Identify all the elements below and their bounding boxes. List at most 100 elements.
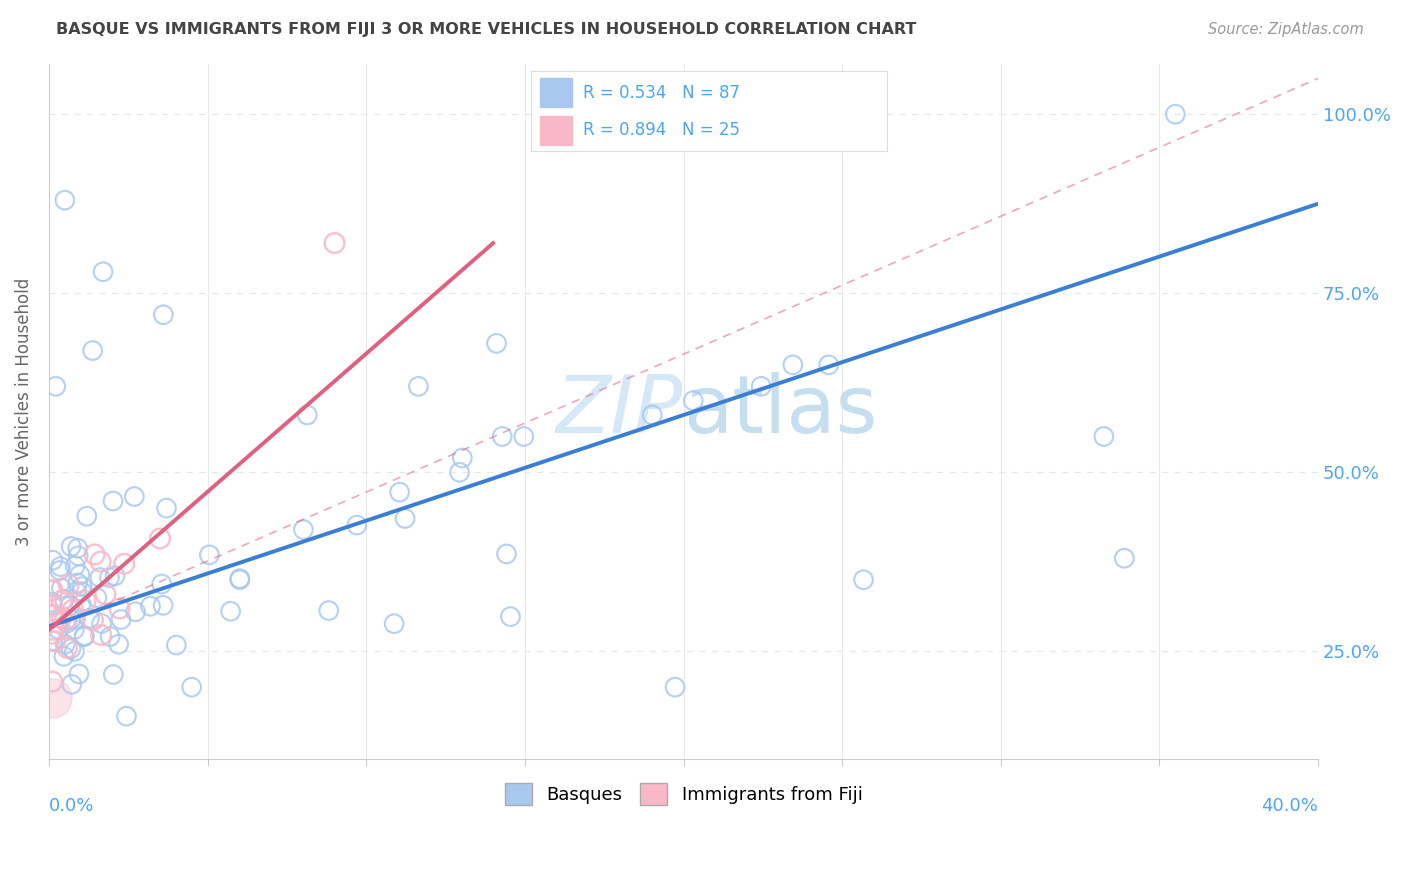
Point (318, 603, 340, 617)
Point (60, 540, 83, 554)
Point (49, 564, 72, 578)
Point (59, 613, 82, 627)
Point (90, 616, 112, 631)
Point (394, 511, 416, 525)
Text: BASQUE VS IMMIGRANTS FROM FIJI 3 OR MORE VEHICLES IN HOUSEHOLD CORRELATION CHART: BASQUE VS IMMIGRANTS FROM FIJI 3 OR MORE… (56, 22, 917, 37)
Point (152, 599, 174, 613)
Point (60, 677, 83, 691)
Point (70, 597, 93, 611)
Point (94, 587, 117, 601)
Point (70, 580, 93, 594)
Point (66, 575, 89, 590)
Point (58, 578, 80, 592)
Point (42, 553, 65, 567)
Point (73, 629, 96, 643)
Point (139, 599, 162, 614)
Point (79, 611, 101, 625)
Point (82, 343, 104, 358)
Point (485, 336, 508, 351)
Point (115, 709, 138, 723)
Text: 40.0%: 40.0% (1261, 797, 1319, 815)
Point (664, 680, 686, 694)
Point (53, 592, 76, 607)
Point (817, 358, 839, 372)
Point (104, 568, 127, 582)
Point (83, 548, 105, 562)
Point (41, 598, 63, 612)
Point (124, 605, 146, 619)
Point (150, 577, 173, 591)
Point (52, 649, 75, 664)
Point (82, 613, 104, 627)
Point (1114, 551, 1136, 566)
Point (155, 501, 177, 516)
Point (103, 667, 125, 681)
Point (56, 640, 79, 655)
Point (98, 571, 121, 585)
Point (149, 532, 172, 546)
Legend: Basques, Immigrants from Fiji: Basques, Immigrants from Fiji (498, 776, 870, 813)
Point (388, 485, 411, 500)
Point (67, 667, 90, 681)
Point (219, 604, 242, 618)
Point (63, 623, 86, 637)
Point (66, 541, 89, 556)
Point (41, 674, 63, 689)
Point (382, 616, 405, 631)
Point (67, 549, 90, 563)
Point (41, 583, 63, 598)
Point (107, 637, 129, 651)
Point (45, 379, 67, 393)
Point (346, 518, 368, 533)
Point (75, 594, 97, 608)
Point (641, 408, 664, 422)
Point (1164, 107, 1187, 121)
Point (91, 265, 114, 279)
Point (63, 644, 86, 658)
Point (41, 599, 63, 613)
Point (110, 613, 132, 627)
Point (44, 634, 66, 648)
Point (749, 379, 772, 393)
Text: 0.0%: 0.0% (49, 797, 94, 815)
Point (41, 608, 63, 623)
Point (51, 593, 73, 607)
Point (451, 450, 474, 465)
Point (124, 490, 146, 504)
Point (229, 572, 252, 586)
Point (513, 429, 536, 443)
Point (53, 637, 76, 651)
Point (682, 393, 704, 408)
Point (51, 581, 73, 595)
Point (449, 465, 471, 479)
Point (495, 547, 517, 561)
Point (41, 633, 63, 648)
Point (56, 616, 79, 631)
Point (63, 558, 86, 573)
Y-axis label: 3 or more Vehicles in Household: 3 or more Vehicles in Household (15, 277, 32, 546)
Point (62, 602, 84, 616)
Point (297, 408, 319, 422)
Point (101, 494, 124, 508)
Point (89, 570, 111, 584)
Point (70, 584, 93, 599)
Point (499, 609, 522, 624)
Point (42, 623, 65, 637)
Point (65, 584, 87, 599)
Point (165, 638, 187, 652)
Point (180, 680, 202, 694)
Point (292, 523, 315, 537)
Point (782, 358, 804, 372)
Point (59, 641, 82, 656)
Point (49, 559, 72, 574)
Point (41, 595, 63, 609)
Point (59, 599, 82, 613)
Point (1092, 429, 1115, 443)
Point (108, 601, 131, 615)
Point (152, 308, 174, 322)
Point (41, 583, 63, 598)
Point (51, 610, 73, 624)
Point (41, 607, 63, 622)
Point (198, 548, 221, 562)
Point (90, 555, 112, 569)
